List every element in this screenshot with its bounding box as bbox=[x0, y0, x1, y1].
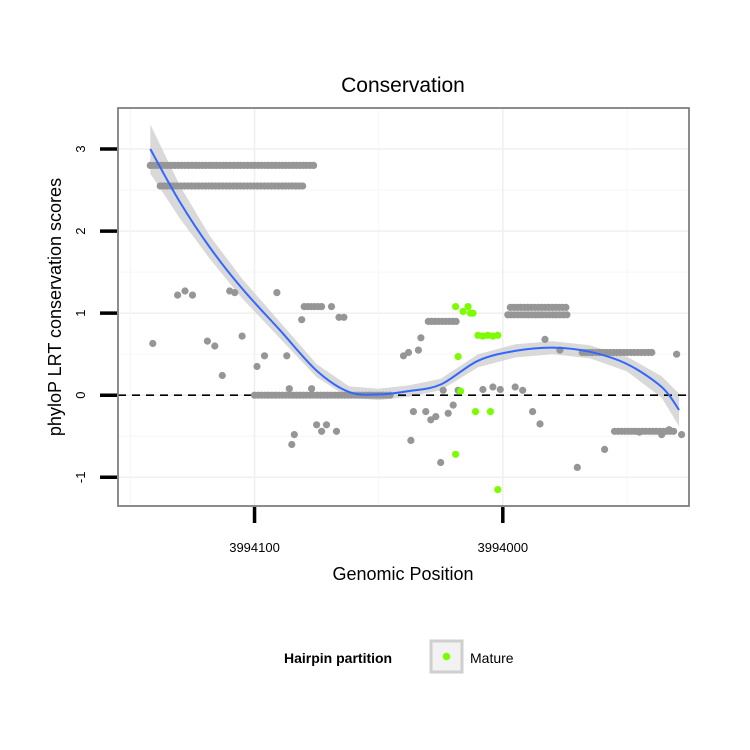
data-point-other bbox=[332, 427, 341, 435]
y-tick-label: 3 bbox=[73, 145, 88, 152]
data-point-other bbox=[422, 408, 430, 416]
data-point-other bbox=[218, 371, 226, 380]
confidence-ribbon-layer bbox=[150, 124, 680, 427]
data-point-mature bbox=[459, 307, 467, 316]
data-point-other bbox=[310, 161, 318, 169]
data-point-other bbox=[439, 386, 447, 394]
data-point-other bbox=[519, 386, 527, 394]
data-point-other bbox=[238, 332, 246, 340]
data-point-mature bbox=[452, 303, 460, 311]
data-point-other bbox=[285, 385, 293, 393]
data-point-other bbox=[665, 426, 673, 434]
data-point-other bbox=[313, 421, 321, 429]
data-point-mature bbox=[454, 353, 462, 361]
y-tick-label: 1 bbox=[73, 310, 88, 317]
legend: Hairpin partition Mature bbox=[284, 639, 514, 674]
legend-title: Hairpin partition bbox=[284, 650, 392, 666]
data-point-other bbox=[318, 427, 326, 435]
data-point-other bbox=[529, 408, 537, 416]
data-point-other bbox=[211, 342, 219, 350]
data-point-other bbox=[452, 317, 460, 325]
data-point-other bbox=[409, 408, 417, 416]
data-point-other bbox=[573, 463, 581, 471]
x-tick-label: 3994100 bbox=[229, 540, 280, 555]
data-point-other bbox=[404, 348, 413, 357]
legend-label-mature: Mature bbox=[470, 650, 514, 666]
points-layer bbox=[146, 161, 686, 494]
data-point-other bbox=[658, 431, 666, 439]
data-point-other bbox=[288, 440, 296, 449]
data-point-other bbox=[308, 385, 316, 393]
data-point-other bbox=[414, 346, 422, 354]
data-point-other bbox=[322, 421, 331, 429]
data-point-other bbox=[260, 352, 269, 360]
data-point-other bbox=[407, 436, 415, 444]
x-tick-label: 3994000 bbox=[477, 540, 528, 555]
data-point-other bbox=[181, 287, 189, 295]
data-point-other bbox=[188, 291, 197, 299]
chart-title: Conservation bbox=[341, 74, 465, 97]
data-point-mature bbox=[471, 408, 480, 416]
data-point-other bbox=[299, 182, 307, 190]
x-axis: 3994100 3994000 bbox=[229, 507, 528, 555]
data-point-other bbox=[417, 334, 425, 342]
data-point-other bbox=[340, 313, 348, 321]
data-point-other bbox=[432, 413, 440, 421]
data-point-other bbox=[253, 362, 261, 371]
data-point-other bbox=[563, 311, 571, 319]
data-point-other bbox=[496, 385, 504, 394]
data-point-other bbox=[601, 445, 609, 453]
x-axis-title: Genomic Position bbox=[332, 564, 473, 584]
data-point-other bbox=[648, 348, 656, 357]
y-tick-label: -1 bbox=[73, 472, 88, 484]
plot-border bbox=[117, 107, 690, 507]
data-point-other bbox=[318, 303, 326, 311]
data-point-other bbox=[174, 291, 182, 299]
data-point-mature bbox=[494, 486, 502, 494]
data-point-other bbox=[562, 303, 570, 311]
data-point-other bbox=[489, 383, 497, 391]
data-point-other bbox=[298, 316, 306, 324]
data-point-other bbox=[673, 350, 681, 358]
data-point-other bbox=[149, 339, 157, 348]
plot-area bbox=[118, 108, 689, 506]
data-point-other bbox=[635, 428, 643, 436]
data-point-other bbox=[231, 289, 239, 297]
data-point-other bbox=[511, 383, 519, 391]
data-point-other bbox=[479, 385, 487, 394]
data-point-mature bbox=[494, 331, 502, 339]
data-point-other bbox=[541, 335, 549, 343]
smooth-line-layer bbox=[149, 148, 680, 411]
data-point-other bbox=[536, 420, 544, 428]
data-point-other bbox=[678, 431, 686, 439]
y-tick-label: 0 bbox=[73, 392, 88, 399]
data-point-other bbox=[283, 352, 291, 360]
data-point-mature bbox=[464, 303, 472, 311]
data-point-other bbox=[273, 289, 281, 297]
y-axis: -1 0 1 2 3 bbox=[73, 145, 117, 483]
y-axis-title: phyloP LRT conservation scores bbox=[45, 178, 65, 436]
data-point-mature bbox=[469, 309, 477, 317]
data-point-other bbox=[437, 458, 445, 467]
data-point-other bbox=[203, 337, 211, 345]
data-point-other bbox=[444, 409, 452, 417]
data-point-other bbox=[449, 401, 457, 409]
data-point-mature bbox=[486, 408, 494, 416]
data-point-other bbox=[290, 431, 298, 439]
legend-key-mature-dot bbox=[442, 652, 451, 661]
data-point-mature bbox=[452, 450, 460, 458]
data-point-mature bbox=[457, 387, 465, 395]
y-tick-label: 2 bbox=[73, 227, 88, 234]
smooth-fit-line bbox=[149, 148, 680, 411]
data-point-other bbox=[327, 303, 336, 311]
confidence-ribbon bbox=[150, 124, 680, 427]
